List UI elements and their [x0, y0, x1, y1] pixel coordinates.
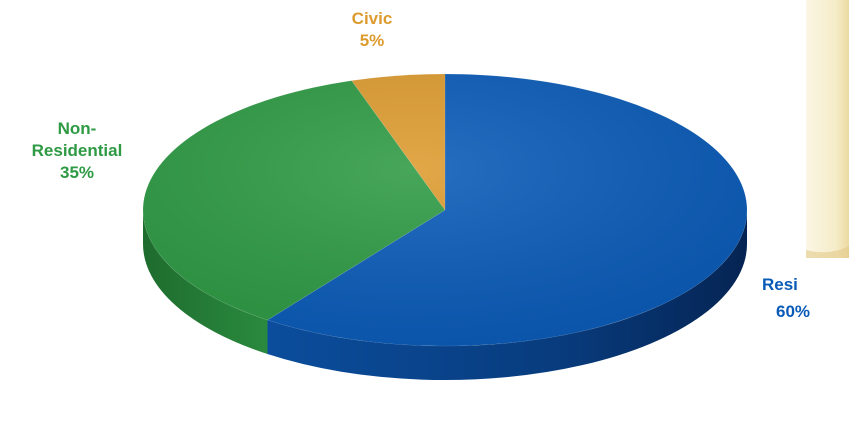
pie-label-1: Non- Residential 35% [18, 118, 136, 184]
pie-label-percent: 5% [359, 31, 385, 50]
pie-label-percent: 60% [776, 302, 811, 321]
pie-label-2: Civic 5% [336, 8, 408, 52]
pie-label-text: Civic [351, 9, 393, 28]
pie-label-percent: 35% [59, 163, 95, 182]
pie-label-0: Resi 60% [762, 274, 810, 323]
pie-label-text: Resi [762, 275, 798, 294]
pie-label-text: Non- [57, 119, 97, 138]
pie-label-text: Residential [31, 141, 123, 160]
side-panel [806, 0, 849, 258]
